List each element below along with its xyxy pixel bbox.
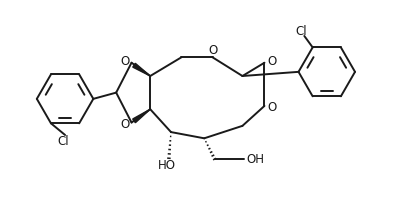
Text: Cl: Cl (296, 25, 307, 37)
Text: O: O (267, 55, 276, 68)
Text: HO: HO (158, 159, 175, 172)
Text: OH: OH (246, 153, 264, 166)
Polygon shape (133, 63, 150, 76)
Text: O: O (120, 118, 129, 131)
Polygon shape (133, 109, 150, 123)
Text: O: O (209, 44, 218, 57)
Text: O: O (267, 101, 276, 114)
Text: O: O (120, 55, 129, 68)
Text: Cl: Cl (57, 135, 69, 148)
